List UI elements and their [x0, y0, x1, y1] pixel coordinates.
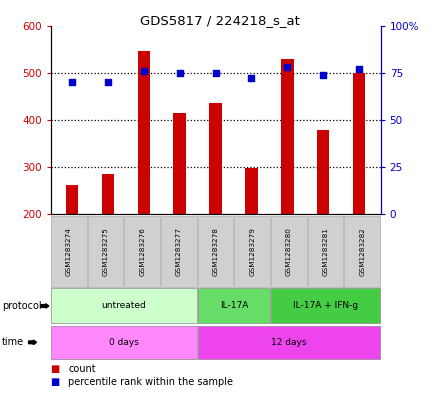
- Point: [320, 72, 327, 78]
- Bar: [102, 174, 114, 214]
- Text: untreated: untreated: [102, 301, 147, 310]
- Point: [356, 66, 363, 72]
- Text: 12 days: 12 days: [271, 338, 307, 347]
- Point: [212, 70, 219, 76]
- Text: GSM1283282: GSM1283282: [359, 227, 365, 276]
- Text: GSM1283280: GSM1283280: [286, 227, 292, 276]
- Text: protocol: protocol: [2, 301, 42, 311]
- Point: [104, 79, 111, 85]
- Text: GDS5817 / 224218_s_at: GDS5817 / 224218_s_at: [140, 14, 300, 27]
- Text: GSM1283274: GSM1283274: [66, 227, 72, 276]
- Point: [284, 64, 291, 70]
- Text: 0 days: 0 days: [109, 338, 139, 347]
- Text: count: count: [68, 364, 96, 375]
- Text: IL-17A + IFN-g: IL-17A + IFN-g: [293, 301, 358, 310]
- Bar: [245, 169, 258, 214]
- Bar: [66, 185, 78, 214]
- Text: ■: ■: [51, 377, 60, 387]
- Bar: [138, 51, 150, 214]
- Text: GSM1283281: GSM1283281: [323, 227, 329, 276]
- Bar: [173, 113, 186, 214]
- Bar: [353, 73, 365, 214]
- Text: GSM1283278: GSM1283278: [213, 227, 219, 276]
- Text: GSM1283277: GSM1283277: [176, 227, 182, 276]
- Point: [248, 75, 255, 81]
- Bar: [281, 59, 293, 214]
- Bar: [209, 103, 222, 214]
- Text: ■: ■: [51, 364, 60, 375]
- Text: time: time: [2, 337, 24, 347]
- Bar: [317, 130, 330, 214]
- Point: [140, 68, 147, 74]
- Text: GSM1283276: GSM1283276: [139, 227, 145, 276]
- Point: [69, 79, 76, 85]
- Text: percentile rank within the sample: percentile rank within the sample: [68, 377, 233, 387]
- Text: GSM1283275: GSM1283275: [103, 227, 109, 276]
- Text: IL-17A: IL-17A: [220, 301, 248, 310]
- Text: GSM1283279: GSM1283279: [249, 227, 255, 276]
- Point: [176, 70, 183, 76]
